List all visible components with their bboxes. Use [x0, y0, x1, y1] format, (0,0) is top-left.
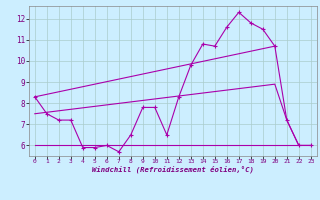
X-axis label: Windchill (Refroidissement éolien,°C): Windchill (Refroidissement éolien,°C): [92, 166, 254, 173]
